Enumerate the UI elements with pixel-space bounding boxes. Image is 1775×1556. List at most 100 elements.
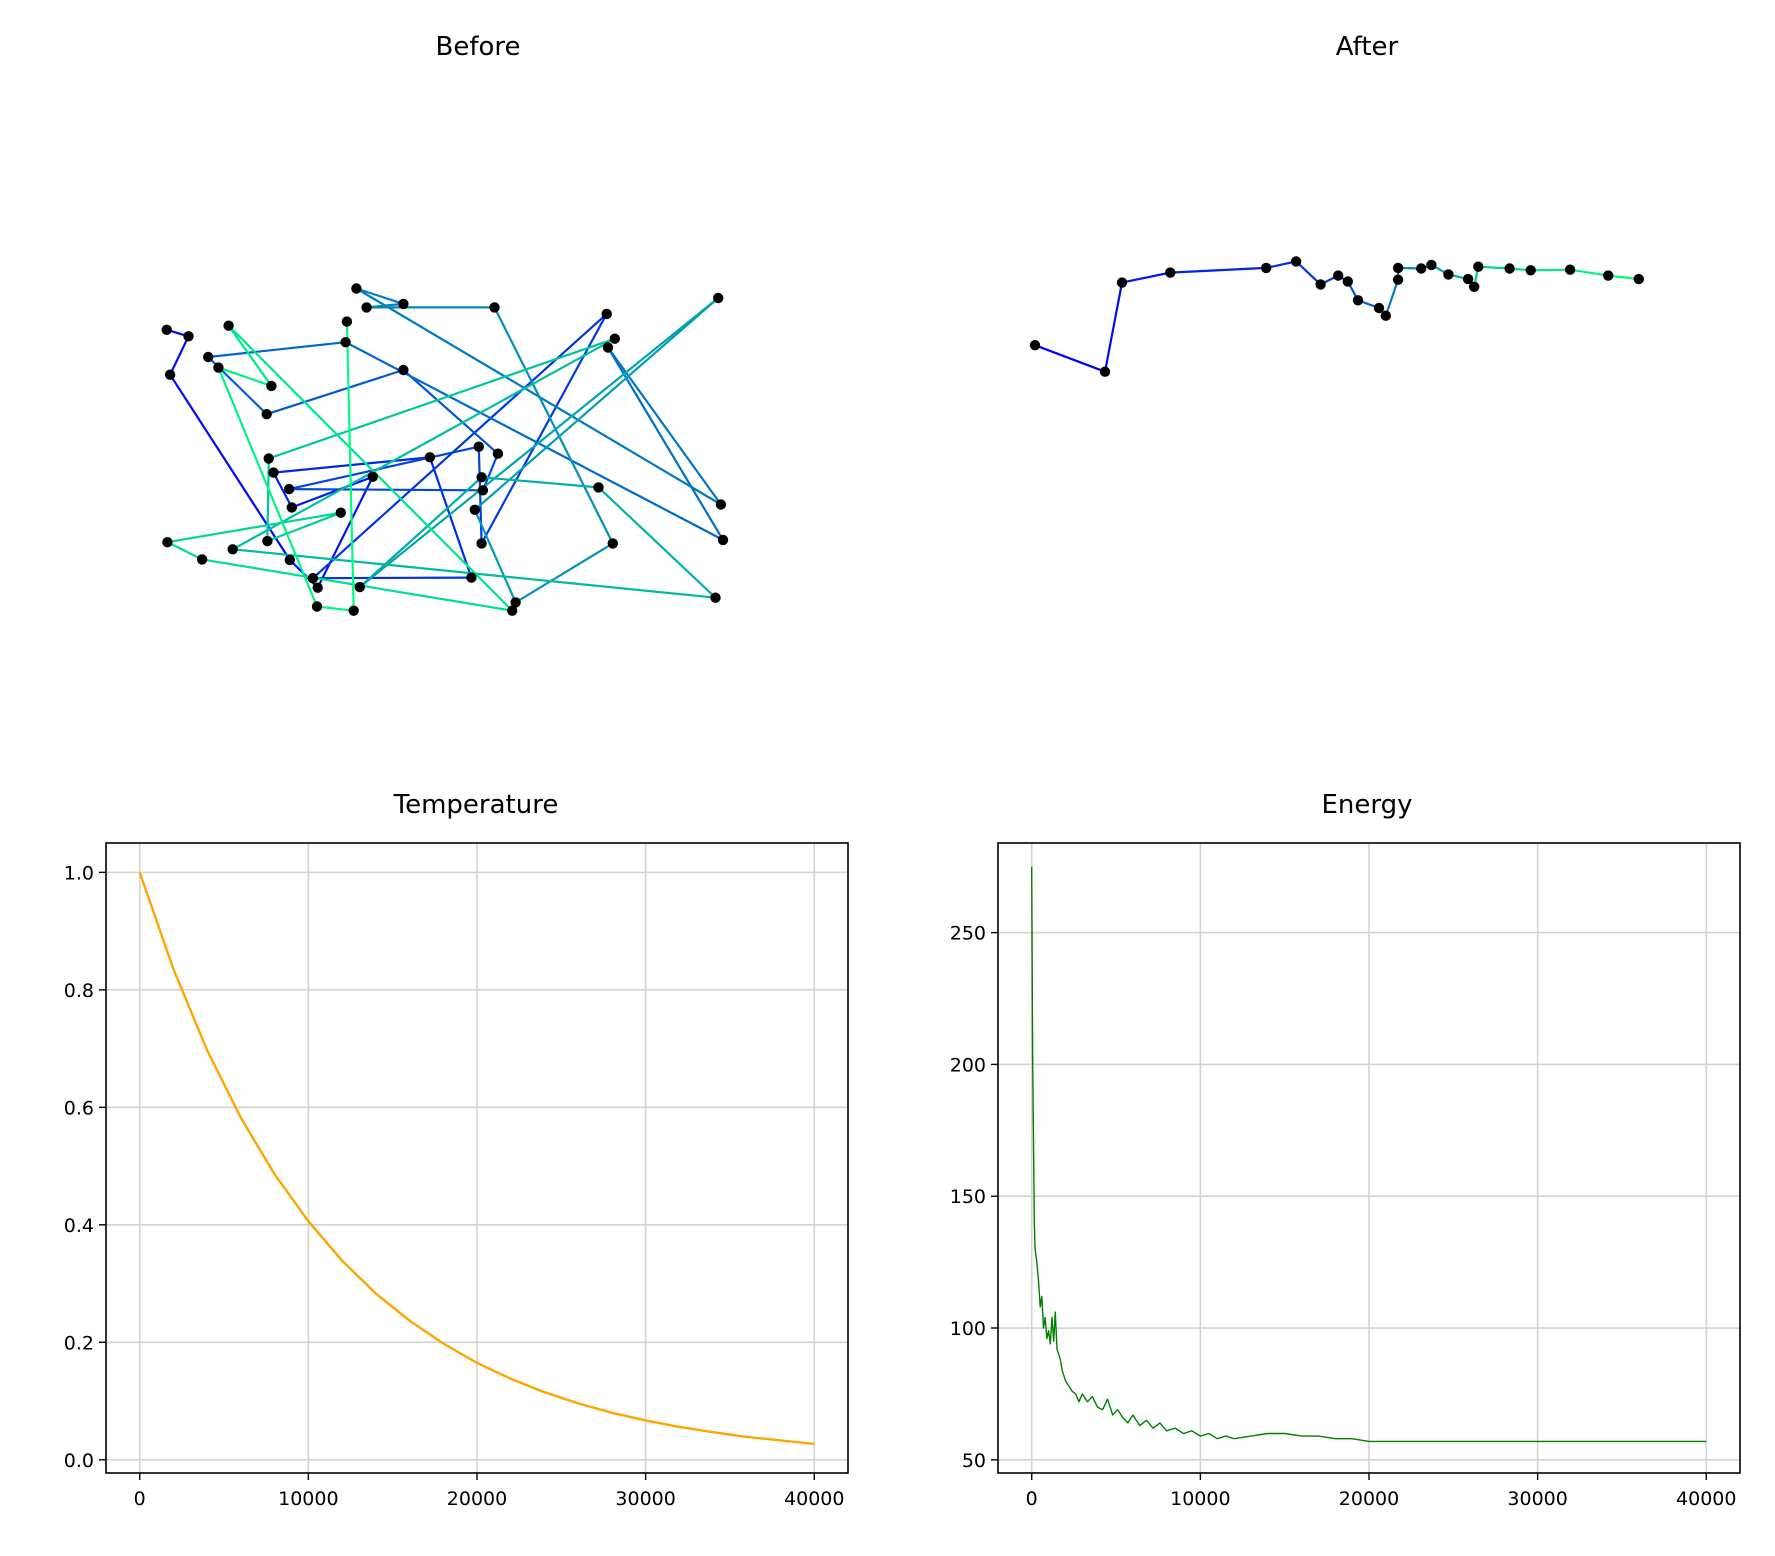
- city-point: [348, 605, 359, 616]
- route-segment: [315, 605, 355, 612]
- city-point: [1261, 262, 1272, 274]
- route-segment: [166, 511, 342, 544]
- y-tick-label: 0.0: [64, 1450, 94, 1472]
- city-point: [1029, 340, 1041, 351]
- city-point: [609, 333, 620, 344]
- before-title: Before: [435, 32, 520, 62]
- city-point: [268, 467, 279, 478]
- city-point: [1564, 264, 1576, 275]
- y-tick-label: 250: [950, 923, 986, 945]
- city-point: [227, 544, 238, 555]
- route-segment: [428, 456, 473, 579]
- temperature-line: [138, 872, 815, 1446]
- route-segment: [1384, 278, 1400, 317]
- route-segment: [493, 306, 614, 545]
- y-tick-label: 0.4: [64, 1215, 94, 1237]
- route-segment: [227, 324, 273, 387]
- city-point: [1443, 269, 1454, 280]
- route-segment: [267, 337, 616, 460]
- route-segment: [1033, 344, 1107, 373]
- city-point: [507, 605, 518, 616]
- city-point: [261, 409, 272, 420]
- route-segment: [272, 471, 293, 509]
- x-tick-label: 30000: [1507, 1488, 1567, 1510]
- city-point: [398, 298, 409, 310]
- y-tick-label: 150: [950, 1186, 986, 1208]
- route-segment: [311, 576, 473, 580]
- city-point: [1099, 366, 1111, 377]
- city-point: [203, 351, 214, 363]
- route-segment: [288, 488, 484, 492]
- city-point: [183, 331, 194, 342]
- route-segment: [473, 508, 517, 604]
- city-point: [1373, 302, 1385, 314]
- city-point: [1462, 273, 1474, 285]
- route-segment: [227, 324, 514, 612]
- route-segment: [481, 452, 499, 492]
- route-segment: [272, 456, 431, 474]
- city-point: [307, 573, 319, 584]
- city-point: [398, 364, 409, 376]
- route-segment: [1568, 268, 1610, 277]
- route-segment: [358, 296, 720, 589]
- city-point: [1333, 270, 1344, 281]
- city-point: [1290, 256, 1302, 267]
- city-point: [335, 507, 346, 518]
- city-point: [354, 581, 365, 593]
- city-point: [164, 369, 176, 380]
- route-segment: [480, 312, 608, 545]
- city-point: [473, 441, 484, 452]
- x-tick-label: 10000: [278, 1488, 338, 1510]
- route-segment: [316, 475, 374, 589]
- route-segment: [169, 335, 190, 376]
- city-point: [351, 283, 362, 294]
- route-segment: [355, 287, 405, 305]
- city-point: [492, 448, 504, 459]
- city-point: [283, 483, 295, 495]
- route-segment: [217, 366, 319, 608]
- city-point: [1165, 267, 1176, 278]
- city-point: [161, 324, 172, 335]
- y-tick-label: 0.2: [64, 1332, 94, 1354]
- x-tick-label: 40000: [784, 1488, 844, 1510]
- route-segment: [473, 296, 720, 511]
- city-point: [1473, 261, 1484, 272]
- x-tick-label: 20000: [1339, 1488, 1399, 1510]
- route-segment: [514, 542, 614, 604]
- y-tick-label: 200: [950, 1054, 986, 1076]
- city-point: [1392, 262, 1404, 274]
- x-tick-label: 0: [134, 1488, 146, 1510]
- city-point: [1633, 273, 1645, 285]
- y-tick-label: 100: [950, 1318, 986, 1340]
- city-point: [266, 380, 277, 392]
- route-segment: [288, 445, 480, 491]
- city-point: [312, 582, 323, 593]
- city-point: [602, 342, 614, 353]
- temperature-panel: Temperature 0 10000 20000 30000 40000 0.0 0.2 0…: [64, 790, 849, 1510]
- city-point: [311, 601, 323, 612]
- city-point: [223, 320, 234, 331]
- y-tick-label: 0.8: [64, 980, 94, 1002]
- x-tick-label: 10000: [1170, 1488, 1230, 1510]
- city-point: [715, 499, 727, 510]
- city-point: [367, 471, 378, 482]
- city-point: [1315, 279, 1326, 290]
- city-point: [196, 554, 208, 565]
- city-point: [593, 482, 604, 493]
- city-point: [213, 362, 224, 373]
- route-segment: [1103, 281, 1124, 373]
- route-segment: [217, 366, 273, 387]
- x-tick-label: 40000: [1676, 1488, 1736, 1510]
- route-segment: [266, 511, 342, 543]
- city-point: [477, 485, 489, 496]
- y-tick-label: 0.6: [64, 1097, 94, 1119]
- y-tick-label: 50: [962, 1450, 986, 1472]
- x-tick-label: 0: [1026, 1488, 1038, 1510]
- route-segment: [1120, 271, 1172, 284]
- route-segment: [358, 476, 483, 589]
- city-point: [476, 472, 487, 483]
- city-point: [263, 453, 274, 464]
- city-point: [284, 554, 295, 566]
- route-segment: [477, 445, 483, 545]
- route-segment: [290, 475, 374, 509]
